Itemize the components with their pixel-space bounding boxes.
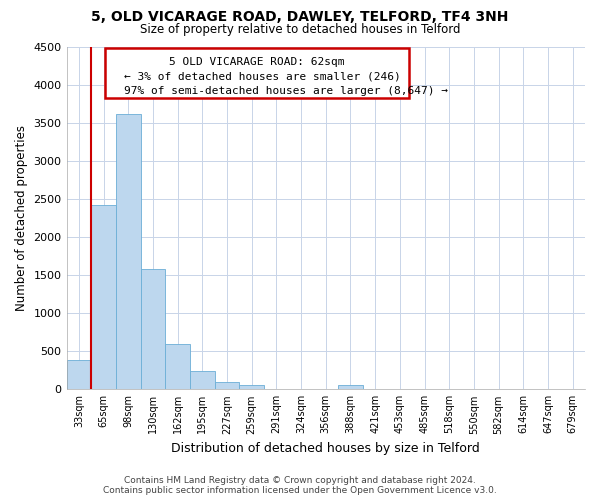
Bar bbox=[165, 344, 190, 390]
Bar bbox=[190, 371, 215, 390]
Bar bbox=[140, 269, 165, 390]
Bar bbox=[67, 360, 91, 390]
Text: Contains HM Land Registry data © Crown copyright and database right 2024.
Contai: Contains HM Land Registry data © Crown c… bbox=[103, 476, 497, 495]
Text: 5, OLD VICARAGE ROAD, DAWLEY, TELFORD, TF4 3NH: 5, OLD VICARAGE ROAD, DAWLEY, TELFORD, T… bbox=[91, 10, 509, 24]
Bar bbox=[338, 386, 363, 390]
Text: 97% of semi-detached houses are larger (8,647) →: 97% of semi-detached houses are larger (… bbox=[124, 86, 448, 96]
FancyBboxPatch shape bbox=[106, 48, 409, 98]
Bar bbox=[116, 114, 140, 390]
Bar bbox=[239, 385, 264, 390]
Bar bbox=[215, 382, 239, 390]
X-axis label: Distribution of detached houses by size in Telford: Distribution of detached houses by size … bbox=[172, 442, 480, 455]
Bar bbox=[91, 205, 116, 390]
Y-axis label: Number of detached properties: Number of detached properties bbox=[15, 125, 28, 311]
Text: ← 3% of detached houses are smaller (246): ← 3% of detached houses are smaller (246… bbox=[124, 71, 400, 81]
Text: 5 OLD VICARAGE ROAD: 62sqm: 5 OLD VICARAGE ROAD: 62sqm bbox=[169, 57, 345, 67]
Text: Size of property relative to detached houses in Telford: Size of property relative to detached ho… bbox=[140, 22, 460, 36]
